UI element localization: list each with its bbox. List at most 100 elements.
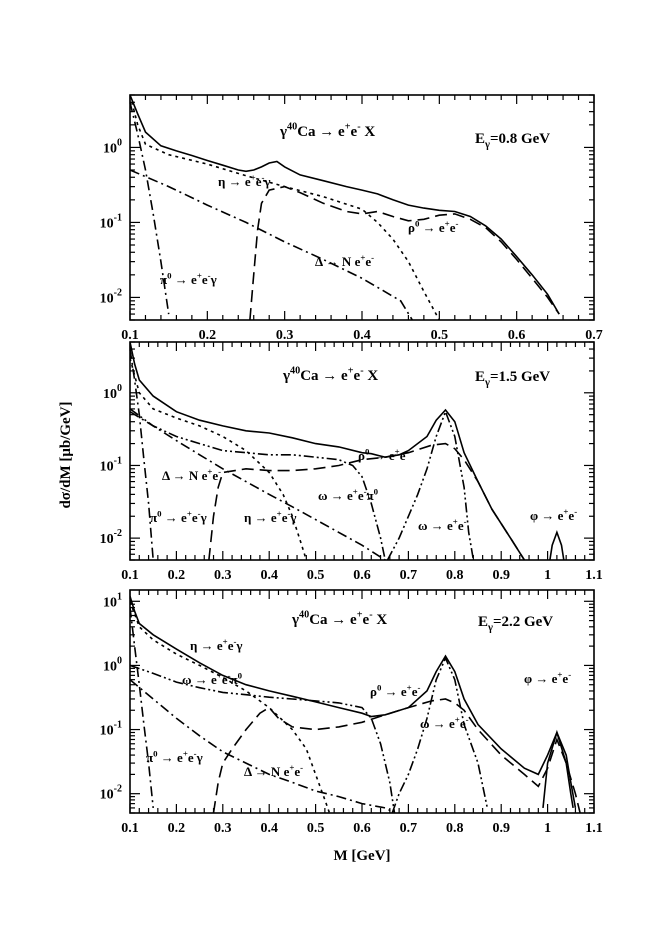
text-span: 10 (103, 659, 117, 674)
text-span: 0 (415, 219, 420, 229)
text-span: X (364, 368, 379, 384)
curve--e-e- (130, 95, 441, 320)
x-tick-label: 0.6 (508, 328, 526, 343)
panel-title: γ40​Ca → e+​e-​ X (279, 122, 375, 140)
curve--e-e- (130, 408, 386, 560)
text-span: Δ → N e (244, 764, 290, 779)
text-span: - (360, 366, 364, 377)
text-span: η → e (244, 510, 277, 525)
x-tick-label: 0.4 (353, 328, 371, 343)
text-span: → e (172, 272, 198, 287)
curve--e-e- (542, 729, 574, 809)
curve-annotation: η → e+​e-​γ (244, 509, 297, 525)
curve-total (130, 95, 560, 315)
x-tick-label: 0.1 (121, 568, 139, 583)
text-span: ρ (358, 448, 365, 463)
text-span: 0 (238, 671, 243, 681)
text-span: - (405, 447, 408, 457)
text-span: e (228, 638, 234, 653)
series-group (130, 595, 581, 813)
panel-bottom: 0.1 0.2 0.3 0.4 0.5 0.6 0.7 0.8 0.9 1 1.110-210-11… (100, 589, 603, 836)
x-tick-label: 0.7 (400, 568, 418, 583)
text-span: - (364, 487, 367, 497)
curve-annotation: π0​ → e+​e-​γ (160, 271, 217, 287)
text-span: e (354, 368, 361, 384)
text-span: Ca → e (297, 124, 345, 140)
text-span: → e (419, 220, 445, 235)
text-span: Δ → N e (315, 254, 361, 269)
x-tick-label: 1.1 (585, 568, 603, 583)
curve--e-e- (130, 601, 331, 813)
panel-title: γ40​Ca → e+​e-​ X (291, 610, 387, 628)
curve-annotation: π0​ → e+​e-​γ (150, 509, 207, 525)
x-tick-label: 0.2 (168, 568, 186, 583)
curve-annotation: ω → e+​e-​ (418, 517, 467, 533)
text-span: γ (484, 140, 490, 151)
text-span: 0 (117, 383, 122, 394)
text-span: e (202, 272, 208, 287)
panel-title: γ40​Ca → e+​e-​ X (282, 366, 378, 384)
x-tick-label: 0.8 (446, 568, 464, 583)
text-span: e (188, 750, 194, 765)
curve-annotation: η → e+​e-​γ (190, 637, 243, 653)
x-tick-label: 0.8 (446, 821, 464, 836)
text-span: γ (263, 174, 270, 189)
curve-annotation: Δ → N e+​e-​ (162, 467, 221, 483)
x-tick-label: 1 (544, 821, 551, 836)
text-span: =0.8 GeV (490, 131, 550, 147)
text-span: - (369, 610, 373, 621)
text-span: γ (291, 612, 299, 628)
curve--e-e- (130, 102, 170, 315)
text-span: - (464, 517, 467, 527)
text-span: - (455, 219, 458, 229)
text-span: -1 (114, 212, 122, 223)
curve--e-e- (212, 698, 581, 813)
y-tick-label: 100 (103, 655, 122, 674)
text-span: - (568, 670, 571, 680)
text-span: 0 (167, 271, 172, 281)
series-group (130, 342, 565, 560)
text-span: 0 (374, 487, 379, 497)
text-span: + (353, 487, 358, 497)
x-tick-label: 0.5 (307, 568, 325, 583)
text-span: + (455, 715, 460, 725)
text-span: e (460, 716, 466, 731)
curve-annotation: ρ0​ → e+​e-​ (370, 683, 420, 699)
curve--e-e- (130, 348, 154, 560)
text-span: e (256, 174, 262, 189)
curve--e-e- (130, 607, 154, 808)
text-span: + (289, 763, 294, 773)
text-span: 0 (377, 683, 382, 693)
text-span: 10 (100, 724, 114, 739)
text-span: Ca → e (309, 612, 357, 628)
text-span: -2 (114, 528, 122, 539)
x-tick-label: 0.9 (492, 568, 510, 583)
curve-annotation: ω → e+​e-​ (420, 715, 469, 731)
text-span: e (294, 764, 300, 779)
curve--e-e- (549, 530, 565, 560)
text-span: γ (282, 368, 290, 384)
text-span: - (261, 173, 264, 183)
text-span: - (371, 253, 374, 263)
text-span: 0 (153, 749, 158, 759)
series-group (130, 95, 560, 320)
curve-annotation: ρ0​ → e+​e-​ (408, 219, 458, 235)
x-tick-label: 0.3 (214, 568, 232, 583)
curve--n-e-e- (130, 169, 413, 320)
text-span: + (223, 637, 228, 647)
text-span: ρ (408, 220, 415, 235)
text-span: γ (210, 272, 217, 287)
text-span: Ca → e (300, 368, 348, 384)
text-span: - (287, 509, 290, 519)
text-span: 40 (290, 366, 300, 377)
text-span: ρ (370, 684, 377, 699)
text-span: γ (289, 510, 296, 525)
text-span: γ (235, 638, 242, 653)
text-span: 10 (103, 141, 117, 156)
text-span: φ → e (524, 671, 558, 686)
text-span: e (568, 508, 574, 523)
text-span: 10 (100, 216, 114, 231)
curve-annotation: η → e+​e-​γ (218, 173, 271, 189)
text-span: - (300, 763, 303, 773)
